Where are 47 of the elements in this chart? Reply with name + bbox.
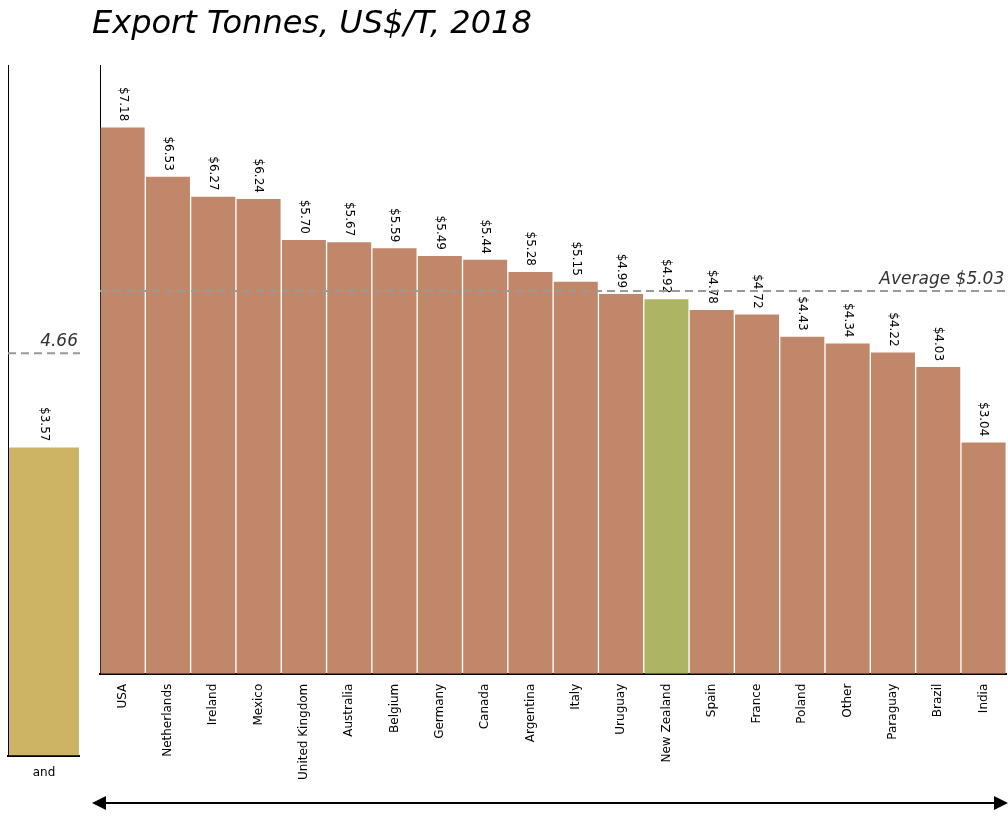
chart-title: Export Tonnes, US$/T, 2018 <box>92 3 532 41</box>
data-label: $5.70 <box>297 199 312 234</box>
x-tick-label: Other <box>839 683 854 718</box>
data-label: $4.72 <box>750 274 765 309</box>
x-tick-label: Germany <box>431 683 446 739</box>
data-label: $3.57 <box>37 407 52 442</box>
data-label: $4.34 <box>841 303 856 338</box>
x-tick-label: Ireland <box>205 683 220 726</box>
data-label: $6.53 <box>161 136 176 171</box>
x-tick-label: Italy <box>567 683 582 710</box>
x-tick-label: France <box>749 683 764 724</box>
x-tick-label: New Zealand <box>658 683 673 763</box>
data-label: $5.49 <box>433 215 448 250</box>
bar <box>961 442 1006 674</box>
data-label: $6.24 <box>252 158 267 193</box>
data-label: $7.18 <box>116 87 131 122</box>
x-tick-label: Brazil <box>930 683 945 718</box>
data-label: $6.27 <box>207 156 222 191</box>
data-label: $3.04 <box>977 402 992 437</box>
x-tick-label: Belgium <box>386 683 401 733</box>
ref-line-label: 4.66 <box>40 330 79 351</box>
x-tick-label: USA <box>114 682 129 709</box>
data-label: $4.03 <box>932 326 947 362</box>
x-tick-label: Canada <box>477 683 492 730</box>
data-label: $5.28 <box>524 231 539 266</box>
x-tick-label: Poland <box>794 683 809 724</box>
data-label: $5.67 <box>343 201 358 237</box>
data-label: $5.59 <box>388 208 403 243</box>
x-tick-label: and <box>32 764 56 779</box>
x-tick-label: India <box>975 683 990 714</box>
data-label: $4.99 <box>614 253 629 289</box>
data-label: $4.22 <box>886 312 901 347</box>
x-tick-label: Uruguay <box>613 683 628 735</box>
x-tick-label: Netherlands <box>160 683 175 757</box>
x-tick-label: Australia <box>341 683 356 737</box>
data-label: $5.44 <box>479 219 494 254</box>
x-tick-label: Mexico <box>250 683 265 726</box>
x-tick-label: Spain <box>703 683 718 718</box>
data-label: $4.43 <box>796 296 811 331</box>
data-label: $4.78 <box>705 269 720 304</box>
x-tick-label: United Kingdom <box>296 683 311 781</box>
bar <box>644 299 689 674</box>
x-tick-label: Argentina <box>522 683 537 743</box>
data-label: $5.15 <box>569 241 584 276</box>
ref-line-label: Average $5.03 <box>878 267 1005 288</box>
data-label: $4.92 <box>660 258 675 294</box>
x-tick-label: Paraguay <box>885 683 900 740</box>
